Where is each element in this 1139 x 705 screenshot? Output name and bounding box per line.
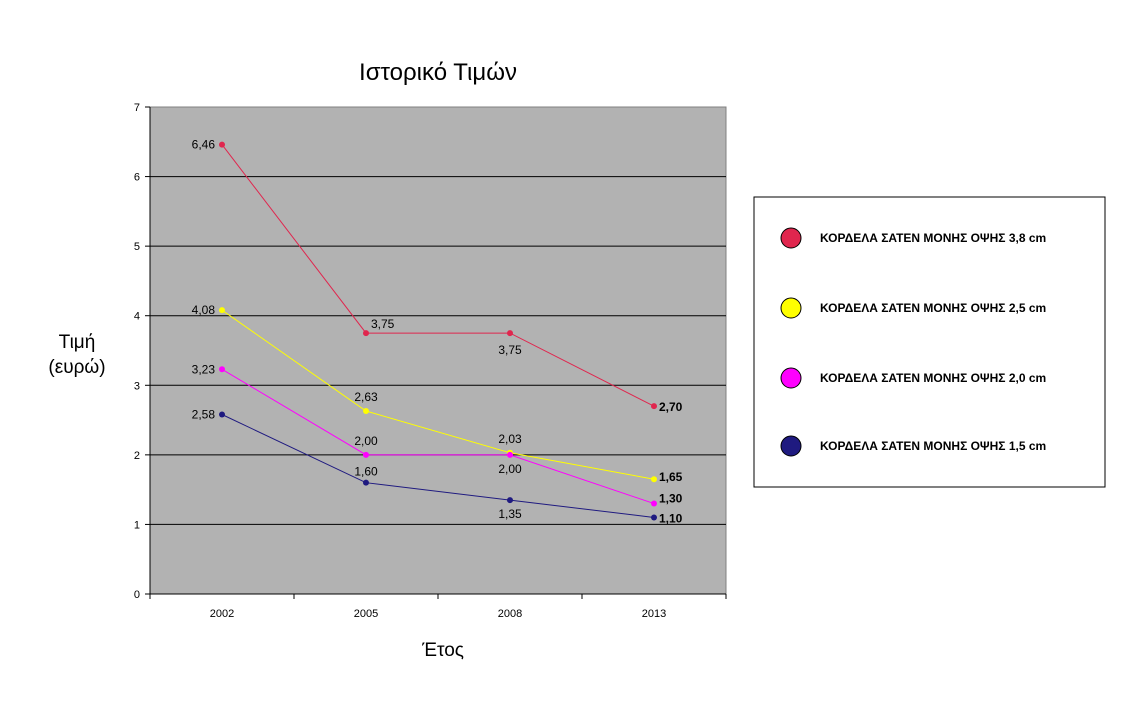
series-group: [219, 141, 657, 521]
data-point: [363, 330, 369, 337]
data-label: 2,58: [192, 408, 216, 422]
series-line-4: [221, 414, 655, 518]
y-tick-label: 0: [134, 589, 140, 601]
y-tick-label: 2: [134, 450, 140, 462]
axes: [145, 106, 727, 599]
data-point: [219, 366, 225, 373]
y-tick-label: 6: [134, 172, 140, 184]
data-label: 2,00: [498, 462, 522, 476]
x-axis-label: Έτος: [421, 640, 464, 661]
legend-swatch: [780, 227, 802, 249]
legend-swatch: [780, 435, 802, 457]
data-label: 3,75: [371, 317, 395, 331]
series-line-3: [221, 368, 655, 505]
x-tick-label-2013: 2013: [642, 608, 666, 620]
plot-area: [149, 106, 727, 595]
x-tick-label-2005: 2005: [354, 608, 378, 620]
data-label: 4,08: [192, 303, 216, 317]
data-point: [507, 330, 513, 337]
data-point: [219, 307, 225, 314]
series-line-2: [221, 309, 655, 480]
data-label: 6,46: [192, 138, 216, 152]
y-tick-label: 7: [134, 102, 140, 114]
data-label: 2,63: [354, 390, 378, 404]
y-axis-label-line-1: Τιμή: [59, 332, 96, 353]
data-point: [651, 403, 657, 410]
data-labels: 6,46 3,75 3,75 2,70 4,08 2,63 2,03 1,65 3,23 2,00…: [192, 138, 683, 526]
data-label: 2,70: [659, 400, 683, 414]
x-tick-labels: 2002 2005 2008 2013: [210, 608, 666, 620]
x-tick-label-2008: 2008: [498, 608, 522, 620]
legend-entry-label: ΚΟΡΔΕΛΑ ΣΑΤΕΝ ΜΟΝΗΣ ΟΨΗΣ 2,0 cm: [820, 371, 1046, 385]
y-axis-label-line-2: (ευρώ): [48, 357, 105, 378]
x-tick-label-2002: 2002: [210, 608, 234, 620]
y-tick-label: 5: [134, 241, 140, 253]
data-point: [363, 451, 369, 458]
data-point: [507, 451, 513, 458]
y-tick-labels: 0 1 2 3 4 5 6 7: [134, 102, 140, 601]
legend-entry-label: ΚΟΡΔΕΛΑ ΣΑΤΕΝ ΜΟΝΗΣ ΟΨΗΣ 1,5 cm: [820, 439, 1046, 453]
data-label: 1,10: [659, 511, 683, 525]
data-point: [507, 497, 513, 504]
data-point: [651, 476, 657, 483]
legend: ΚΟΡΔΕΛΑ ΣΑΤΕΝ ΜΟΝΗΣ ΟΨΗΣ 3,8 cm ΚΟΡΔΕΛΑ Σ…: [753, 196, 1106, 488]
series-line-1: [221, 144, 655, 407]
data-label: 1,65: [659, 470, 683, 484]
data-label: 3,23: [192, 362, 216, 376]
data-point: [651, 500, 657, 507]
y-tick-label: 1: [134, 519, 140, 531]
data-point: [651, 514, 657, 521]
data-label: 2,03: [498, 432, 522, 446]
legend-entry-label: ΚΟΡΔΕΛΑ ΣΑΤΕΝ ΜΟΝΗΣ ΟΨΗΣ 2,5 cm: [820, 301, 1046, 315]
data-point: [363, 408, 369, 415]
y-tick-label: 4: [134, 311, 140, 323]
legend-swatch: [780, 297, 802, 319]
legend-box: [753, 196, 1106, 488]
chart-title: Ιστορικό Τιμών: [359, 59, 517, 86]
legend-swatch: [780, 367, 802, 389]
data-point: [219, 411, 225, 418]
y-tick-label: 3: [134, 380, 140, 392]
legend-entry-label: ΚΟΡΔΕΛΑ ΣΑΤΕΝ ΜΟΝΗΣ ΟΨΗΣ 3,8 cm: [820, 231, 1046, 245]
data-label: 2,00: [354, 434, 378, 448]
data-label: 1,35: [498, 507, 522, 521]
data-label: 3,75: [498, 343, 522, 357]
data-label: 1,30: [659, 492, 683, 506]
data-point: [219, 141, 225, 148]
data-point: [363, 479, 369, 486]
data-label: 1,60: [354, 465, 378, 479]
